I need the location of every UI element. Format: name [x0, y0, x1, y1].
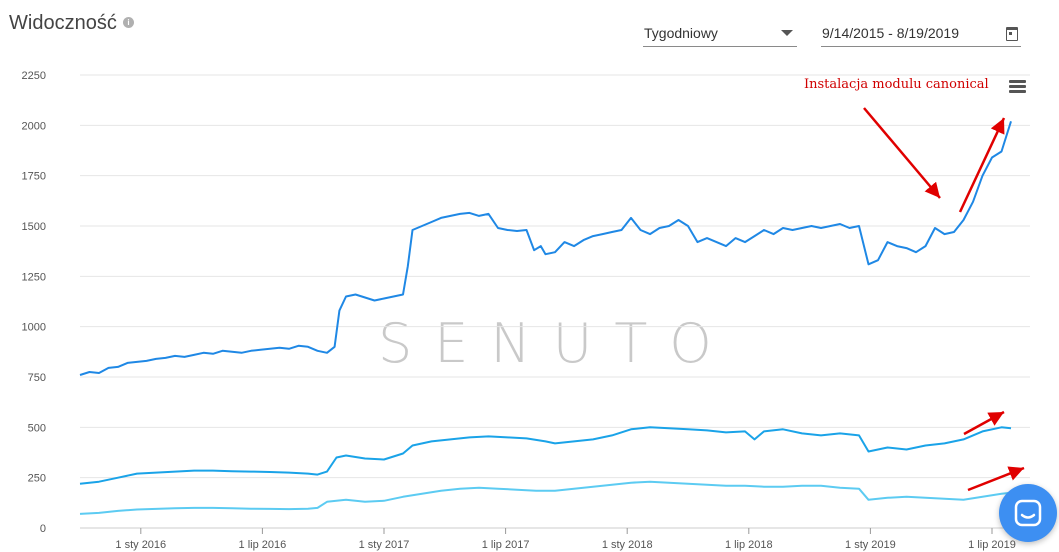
date-range-input[interactable]: 9/14/2015 - 8/19/2019 [821, 18, 1021, 47]
y-tick-label: 750 [28, 372, 46, 384]
x-tick-label: 1 sty 2017 [359, 539, 410, 551]
series-line-2 [79, 426, 1012, 485]
annotation-arrows [863, 107, 1025, 492]
period-select-value: Tygodniowy [644, 25, 718, 41]
page-title: Widoczność [9, 12, 117, 34]
date-range-value: 9/14/2015 - 8/19/2019 [822, 25, 960, 41]
x-tick-label: 1 sty 2019 [845, 539, 896, 551]
x-tick-label: 1 lip 2019 [968, 539, 1016, 551]
y-tick-label: 1250 [22, 271, 46, 283]
chevron-down-icon [781, 30, 793, 36]
arrow-up-top [958, 117, 1006, 213]
x-tick-label: 1 sty 2018 [602, 539, 653, 551]
hamburger-menu-icon[interactable] [1009, 80, 1026, 94]
y-tick-label: 1500 [22, 221, 46, 233]
x-tick-label: 1 sty 2016 [115, 539, 166, 551]
series-line-1 [79, 120, 1012, 376]
x-tick-label: 1 lip 2018 [725, 539, 773, 551]
info-icon[interactable]: i [123, 17, 134, 28]
series-line-3 [79, 480, 1012, 515]
y-tick-label: 1750 [22, 171, 46, 183]
arrow-up-mid [963, 410, 1005, 436]
chat-icon [1014, 499, 1042, 527]
x-tick-label: 1 lip 2017 [482, 539, 530, 551]
period-select[interactable]: Tygodniowy [643, 18, 797, 47]
y-tick-label: 2000 [22, 120, 46, 132]
annotation-label: Instalacja modulu canonical [804, 77, 989, 92]
arrow-to-drop [863, 107, 941, 199]
y-tick-label: 1000 [22, 322, 46, 334]
y-tick-label: 250 [28, 473, 46, 485]
y-tick-label: 500 [28, 422, 46, 434]
y-tick-label: 0 [40, 523, 46, 535]
y-tick-label: 2250 [22, 70, 46, 82]
arrow-up-low [967, 466, 1025, 492]
calendar-icon[interactable] [1006, 27, 1018, 41]
watermark: SENUTO [378, 312, 734, 375]
x-tick-label: 1 lip 2016 [239, 539, 287, 551]
chat-widget-button[interactable] [999, 484, 1057, 542]
